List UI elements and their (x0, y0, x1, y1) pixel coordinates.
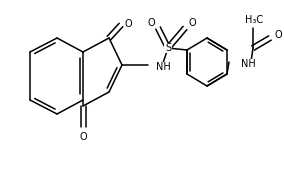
Text: O: O (147, 18, 155, 28)
Text: O: O (124, 19, 132, 29)
Text: NH: NH (241, 59, 256, 69)
Text: S: S (165, 43, 171, 53)
Text: NH: NH (156, 62, 171, 72)
Text: O: O (188, 18, 196, 28)
Text: O: O (79, 132, 87, 142)
Text: O: O (274, 30, 282, 40)
Text: H₃C: H₃C (245, 15, 263, 25)
